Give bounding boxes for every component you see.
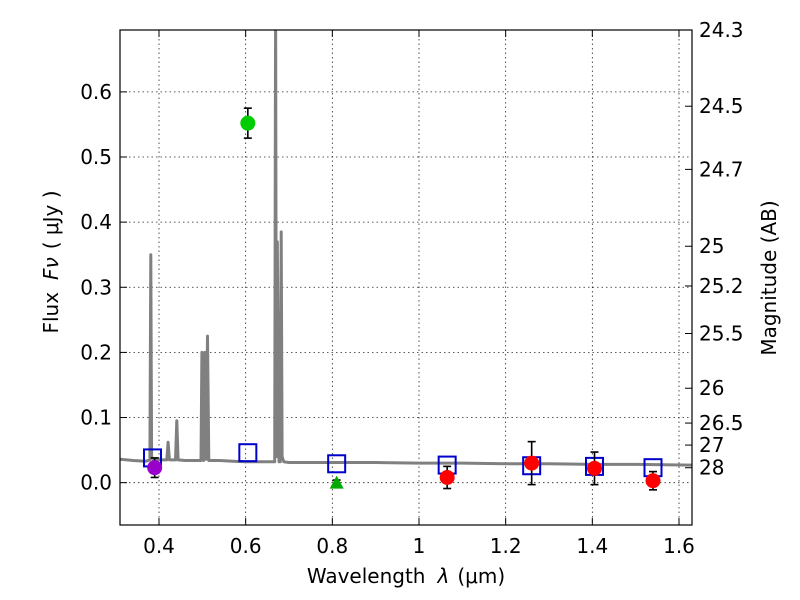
- y-axis-title: Flux Fν ( μJy ): [39, 190, 63, 333]
- y2-tick-label: 25.5: [699, 322, 744, 346]
- x-axis-symbol: λ: [437, 564, 450, 588]
- x-tick-label: 0.6: [230, 534, 262, 558]
- x-tick-label: 0.8: [316, 534, 348, 558]
- model-flux-square: [238, 443, 258, 463]
- y-tick-label: 0.6: [80, 80, 112, 104]
- y-tick-label: 0.3: [80, 275, 112, 299]
- spectrum-line: [120, 30, 692, 467]
- y-tick-label: 0.4: [80, 210, 112, 234]
- y-axis-unit: ( μJy ): [39, 190, 63, 249]
- y2-axis-title: Magnitude (AB): [757, 200, 781, 355]
- y2-tick-label: 27: [699, 433, 724, 457]
- tick-marks: [120, 29, 692, 525]
- y-tick-label: 0.0: [80, 471, 112, 495]
- plot-frame: [119, 29, 693, 526]
- x-axis-title: Wavelength λ (μm): [307, 564, 505, 588]
- y2-tick-label: 28: [699, 456, 724, 480]
- y2-tick-label: 24.5: [699, 94, 744, 118]
- model-flux-square: [327, 454, 347, 474]
- y-tick-label: 0.1: [80, 406, 112, 430]
- x-tick-label: 1.6: [663, 534, 695, 558]
- y-tick-label: 0.2: [80, 340, 112, 364]
- x-tick-label: 0.4: [143, 534, 175, 558]
- observed-flux-point: [645, 473, 661, 489]
- y2-tick-label: 24.3: [699, 18, 744, 42]
- y-axis-symbol: Fν: [39, 257, 63, 280]
- grid: [120, 30, 692, 525]
- observed-flux-point: [240, 115, 256, 131]
- observed-flux-point: [524, 455, 540, 471]
- y-axis-title-text: Flux: [39, 292, 63, 334]
- y2-tick-label: 24.7: [699, 157, 744, 181]
- plot-area: [120, 30, 692, 491]
- y2-tick-label: 26.5: [699, 411, 744, 435]
- x-axis-title-text: Wavelength: [307, 564, 426, 588]
- y2-tick-label: 25: [699, 234, 724, 258]
- x-tick-label: 1.4: [576, 534, 608, 558]
- y2-tick-label: 25.2: [699, 274, 744, 298]
- x-axis-unit: (μm): [457, 564, 505, 588]
- y-tick-labels: 0.0 0.1 0.2 0.3 0.4 0.5 0.6: [80, 80, 112, 495]
- observed-flux-point: [147, 460, 163, 476]
- x-tick-label: 1.2: [490, 534, 522, 558]
- x-tick-label: 1: [413, 534, 426, 558]
- observed-flux-point: [439, 469, 455, 485]
- y2-tick-label: 26: [699, 376, 724, 400]
- observed-flux-point: [587, 460, 602, 476]
- y-tick-label: 0.5: [80, 145, 112, 169]
- upper-limit-triangle: [329, 475, 344, 489]
- x-tick-labels: 0.4 0.6 0.8 1 1.2 1.4 1.6: [143, 534, 695, 558]
